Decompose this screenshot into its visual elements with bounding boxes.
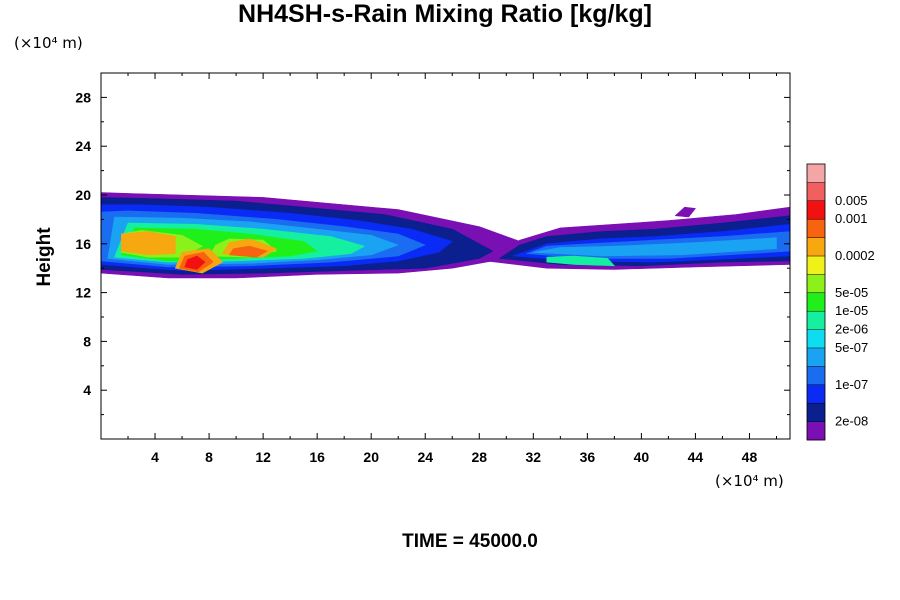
colorbar-swatch-10 [807, 237, 825, 257]
colorbar: 2e-08 1e-07 5e-07 2e-06 1e-05 5e-05 0.0002 0.00… [806, 163, 875, 441]
x-tick-label: 8 [205, 449, 213, 465]
colorbar-swatch-7 [807, 292, 825, 312]
colorbar-swatch-12 [807, 200, 825, 220]
colorbar-label: 1e-05 [835, 303, 868, 318]
colorbar-swatch-4 [807, 348, 825, 367]
x-axis-unit-label: (×10⁴ m) [715, 472, 784, 490]
colorbar-label: 2e-08 [835, 414, 868, 429]
contour-field [101, 192, 790, 279]
colorbar-label: 0.0002 [835, 248, 875, 263]
y-tick-label: 8 [83, 333, 91, 349]
colorbar-swatch-13 [807, 182, 825, 202]
colorbar-label: 5e-07 [835, 340, 868, 355]
colorbar-swatch-9 [807, 256, 825, 275]
x-tick-label: 28 [471, 449, 487, 465]
time-label: TIME = 45000.0 [402, 531, 538, 552]
colorbar-swatch-14 [807, 164, 825, 183]
y-tick-label: 4 [83, 382, 91, 398]
x-tick-label: 12 [255, 449, 271, 465]
y-tick-label: 12 [75, 285, 91, 301]
y-tick-label: 20 [75, 187, 91, 203]
contour-region-12 [546, 255, 615, 267]
colorbar-swatch-6 [807, 311, 825, 330]
y-tick-label: 28 [75, 89, 91, 105]
colorbar-label: 1e-07 [835, 377, 868, 392]
colorbar-swatch-11 [807, 219, 825, 238]
colorbar-swatch-8 [807, 274, 825, 294]
x-tick-label: 48 [742, 449, 758, 465]
colorbar-swatch-3 [807, 366, 825, 386]
x-tick-label: 32 [526, 449, 542, 465]
x-tick-label: 44 [688, 449, 704, 465]
colorbar-label: 0.005 [835, 193, 868, 208]
colorbar-frame [806, 163, 826, 441]
colorbar-swatch-1 [807, 403, 825, 422]
colorbar-label: 0.001 [835, 211, 868, 226]
colorbar-swatch-2 [807, 384, 825, 404]
contour-region-10 [532, 237, 777, 257]
contour-region-2 [674, 206, 696, 218]
contour-region-16 [121, 231, 176, 256]
colorbar-label: 5e-05 [835, 285, 868, 300]
colorbar-label: 2e-06 [835, 322, 868, 337]
contour-region-21 [184, 255, 206, 270]
x-tick-label: 40 [634, 449, 650, 465]
colorbar-swatch-5 [807, 329, 825, 349]
x-tick-label: 36 [580, 449, 596, 465]
y-axis-title: Height [34, 227, 55, 287]
contour-region-20 [229, 245, 268, 258]
y-tick-label: 24 [75, 138, 91, 154]
y-tick-label: 16 [75, 236, 91, 252]
x-tick-label: 16 [309, 449, 325, 465]
colorbar-swatch-0 [807, 421, 825, 441]
plot-frame [100, 72, 791, 440]
x-tick-label: 24 [417, 449, 433, 465]
chart-title: NH4SH-s-Rain Mixing Ratio [kg/kg] [238, 0, 652, 28]
y-axis-unit-label: (×10⁴ m) [14, 34, 83, 52]
x-tick-label: 4 [151, 449, 159, 465]
x-tick-label: 20 [363, 449, 379, 465]
